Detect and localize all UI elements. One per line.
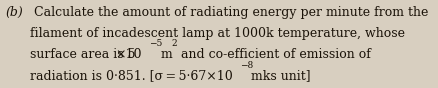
Text: −5: −5 bbox=[149, 40, 162, 48]
Text: 2: 2 bbox=[172, 40, 177, 48]
Text: Calculate the amount of radiating energy per minute from the: Calculate the amount of radiating energy… bbox=[30, 6, 428, 19]
Text: filament of incadescent lamp at 1000k temperature, whose: filament of incadescent lamp at 1000k te… bbox=[30, 27, 405, 40]
Text: (b): (b) bbox=[5, 6, 23, 19]
Text: −8: −8 bbox=[240, 61, 253, 70]
Text: and co-efficient of emission of: and co-efficient of emission of bbox=[177, 48, 371, 62]
Text: mks unit]: mks unit] bbox=[251, 70, 310, 83]
Text: ×10: ×10 bbox=[116, 48, 142, 62]
Text: radiation is 0·851. [σ = 5·67×10: radiation is 0·851. [σ = 5·67×10 bbox=[30, 70, 233, 83]
Text: surface area is 5: surface area is 5 bbox=[30, 48, 135, 62]
Text: m: m bbox=[160, 48, 172, 62]
